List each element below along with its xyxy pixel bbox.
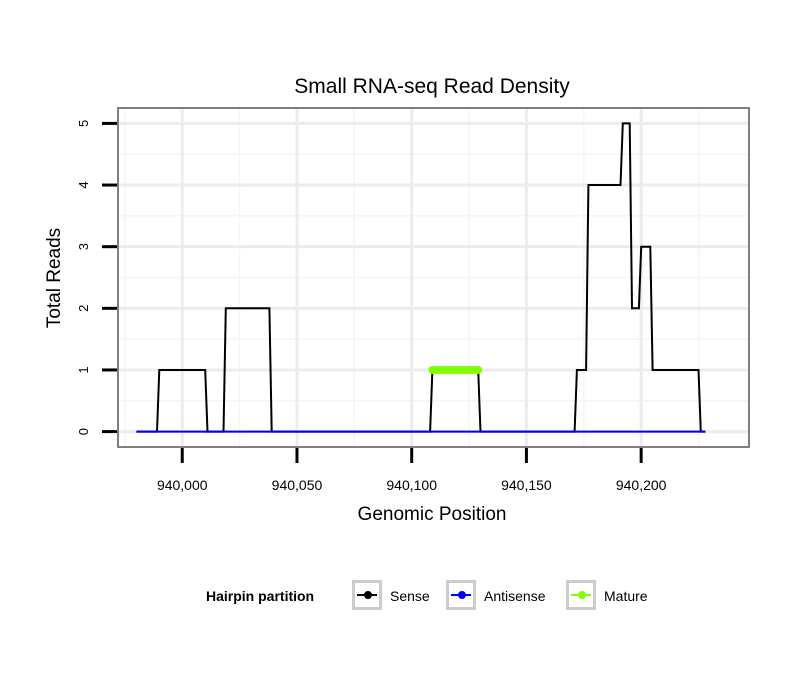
legend-key-antisense xyxy=(446,580,476,610)
x-tick-label: 940,000 xyxy=(157,477,208,493)
legend-title: Hairpin partition xyxy=(206,588,315,604)
legend-key-mature xyxy=(566,580,596,610)
y-tick-label: 1 xyxy=(76,366,91,373)
y-tick-label: 4 xyxy=(76,181,91,188)
legend-label-mature: Mature xyxy=(604,588,648,604)
x-axis-label: Genomic Position xyxy=(358,504,507,525)
y-tick-label: 2 xyxy=(76,305,91,312)
chart-title: Small RNA-seq Read Density xyxy=(294,75,570,98)
series-layer xyxy=(136,122,706,433)
legend-label-sense: Sense xyxy=(390,588,430,604)
legend: Hairpin partition Sense Antisense Mature xyxy=(0,578,810,618)
series-mature-point xyxy=(474,365,483,374)
x-tick-label: 940,200 xyxy=(616,477,667,493)
y-tick-label: 5 xyxy=(76,120,91,127)
legend-label-antisense: Antisense xyxy=(484,588,546,604)
y-tick-label: 0 xyxy=(76,428,91,435)
y-tick-label: 3 xyxy=(76,243,91,250)
y-axis-label: Total Reads xyxy=(44,228,65,328)
x-tick-label: 940,150 xyxy=(501,477,552,493)
x-tick-label: 940,100 xyxy=(386,477,437,493)
x-tick-label: 940,050 xyxy=(272,477,323,493)
axis-ticks: 940,000 940,050 940,100 940,150 940,200 0 1 2 3 4… xyxy=(76,120,667,493)
plot-border xyxy=(117,107,750,448)
legend-key-sense xyxy=(352,580,382,610)
